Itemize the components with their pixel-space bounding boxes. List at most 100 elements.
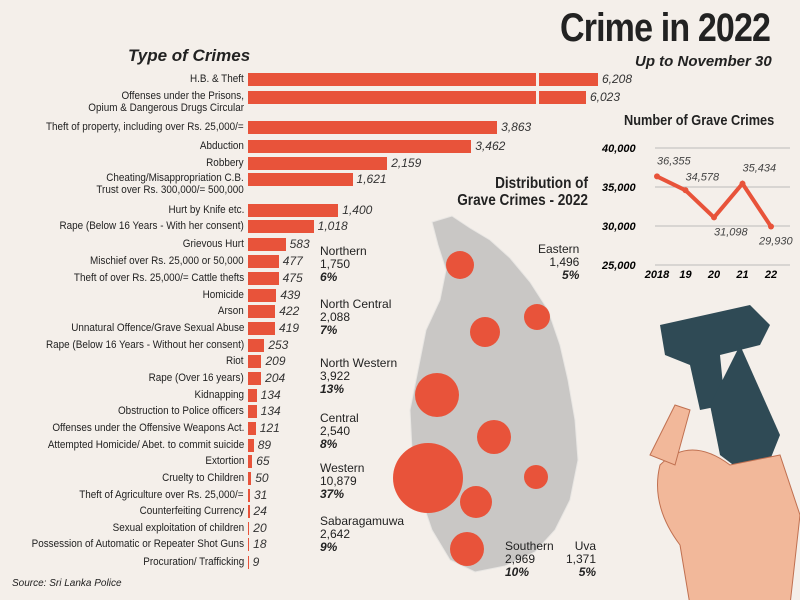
- region-label: North Western 3,922 13%: [320, 357, 397, 396]
- bar-label: Abduction: [199, 140, 244, 152]
- bar-label: Procuration/ Trafficking: [142, 556, 244, 568]
- region-value: 2,642: [320, 527, 351, 541]
- bar-value: 583: [289, 237, 310, 251]
- gun-hand-illustration: [649, 305, 800, 600]
- data-label: 34,578: [686, 171, 721, 183]
- region-pct: 9%: [320, 540, 338, 554]
- region-bubble: [470, 317, 500, 347]
- bar: [248, 556, 249, 569]
- bar: [248, 289, 277, 302]
- bar-value: 18: [253, 537, 267, 551]
- bar-label: Extortion: [204, 455, 244, 467]
- region-name: North Western: [320, 356, 398, 370]
- bar: [248, 272, 279, 285]
- map-title: Distribution of Grave Crimes - 2022: [457, 175, 588, 209]
- bar-value: 134: [260, 404, 281, 418]
- region-name: Central: [320, 411, 359, 425]
- region-name: North Central: [320, 297, 392, 311]
- bar-chart-title: Type of Crimes: [128, 46, 251, 65]
- bar-label: H.B. & Theft: [190, 73, 244, 85]
- bar: [248, 355, 262, 368]
- bar-value: 50: [255, 471, 269, 485]
- line-chart: 40,000 35,000 30,000 25,000 36,355 2018 34,578…: [601, 143, 794, 280]
- bar: [248, 405, 257, 418]
- y-tick: 30,000: [602, 221, 637, 233]
- bar-value: 422: [279, 304, 300, 318]
- region-bubble: [446, 251, 474, 279]
- bar-label: Cheating/Misappropriation C.B. Trust ove…: [96, 172, 244, 196]
- bar-value: 204: [265, 371, 286, 385]
- bar-value: 6,208: [602, 72, 633, 86]
- bar-value: 253: [268, 338, 289, 352]
- data-label: 29,930: [758, 236, 794, 248]
- bar-value: 1,400: [342, 203, 373, 217]
- bar-label: Theft of property, including over Rs. 25…: [46, 121, 244, 133]
- title: Crime in 2022: [560, 6, 771, 50]
- bar: [248, 538, 250, 551]
- region-pct: 5%: [562, 268, 580, 282]
- bar: [248, 73, 598, 86]
- y-tick: 40,000: [601, 143, 637, 155]
- bar: [248, 173, 353, 186]
- bar-value: 475: [282, 271, 303, 285]
- bar-value: 31: [253, 488, 268, 502]
- bar-label: Mischief over Rs. 25,000 or 50,000: [90, 255, 244, 267]
- data-point: [654, 173, 660, 180]
- region-pct: 37%: [320, 487, 345, 501]
- bar-label: Homicide: [202, 289, 244, 301]
- region-name: Sabaragamuwa: [320, 514, 405, 528]
- region-pct: 8%: [320, 437, 338, 451]
- region-value: 3,922: [320, 369, 351, 383]
- region-bubble: [393, 443, 463, 513]
- bar-value: 3,462: [475, 139, 506, 153]
- bar-label: Unnatural Offence/Grave Sexual Abuse: [70, 322, 244, 334]
- region-label: Western 10,879 37%: [320, 462, 364, 501]
- bar: [248, 505, 250, 518]
- axis-break: [536, 73, 539, 86]
- bar: [248, 204, 339, 217]
- bar-value: 9: [252, 555, 260, 569]
- bar-label: Arson: [218, 305, 244, 317]
- region-pct: 13%: [320, 382, 345, 396]
- region-label: North Central 2,088 7%: [320, 298, 391, 337]
- bar-label: Theft of over Rs. 25,000/= Cattle thefts: [73, 272, 244, 284]
- region-name: Eastern: [538, 242, 580, 256]
- region-value: 2,540: [320, 424, 351, 438]
- region-value: 2,969: [505, 552, 536, 566]
- data-label: 35,434: [743, 163, 777, 175]
- bar-label: Possession of Automatic or Repeater Shot…: [31, 538, 244, 550]
- bar-label: Kidnapping: [194, 389, 244, 401]
- bar: [248, 305, 276, 318]
- data-point: [739, 180, 746, 187]
- bar-value: 477: [282, 254, 303, 268]
- bar-value: 209: [265, 354, 286, 368]
- bar: [248, 157, 388, 170]
- region-bubble: [477, 420, 511, 454]
- bar-value: 89: [257, 438, 272, 452]
- bar-label: Rape (Over 16 years): [148, 372, 244, 384]
- region-name: Southern: [505, 539, 554, 553]
- region-pct: 7%: [320, 323, 338, 337]
- bar: [248, 140, 472, 153]
- region-name: Western: [320, 461, 365, 475]
- bar: [248, 255, 279, 268]
- region-value: 2,088: [320, 310, 351, 324]
- bar-value: 3,863: [501, 120, 532, 134]
- axis-break: [536, 91, 539, 104]
- bar-label: Theft of Agriculture over Rs. 25,000/=: [79, 489, 244, 501]
- bar: [248, 455, 253, 468]
- y-tick: 25,000: [601, 260, 637, 272]
- region-pct: 10%: [505, 565, 530, 579]
- bar-label: Sexual exploitation of children: [112, 522, 244, 534]
- bar: [248, 238, 286, 251]
- bar: [248, 522, 250, 535]
- bar-value: 20: [253, 521, 267, 535]
- bar-value: 419: [279, 321, 300, 335]
- bar-value: 134: [260, 388, 281, 402]
- bar-label: Rape (Below 16 Years - With her consent): [59, 220, 244, 232]
- bar: [248, 372, 262, 385]
- bar-label: Hurt by Knife etc.: [168, 204, 244, 216]
- region-bubble: [524, 465, 548, 489]
- x-tick: 19: [679, 269, 692, 280]
